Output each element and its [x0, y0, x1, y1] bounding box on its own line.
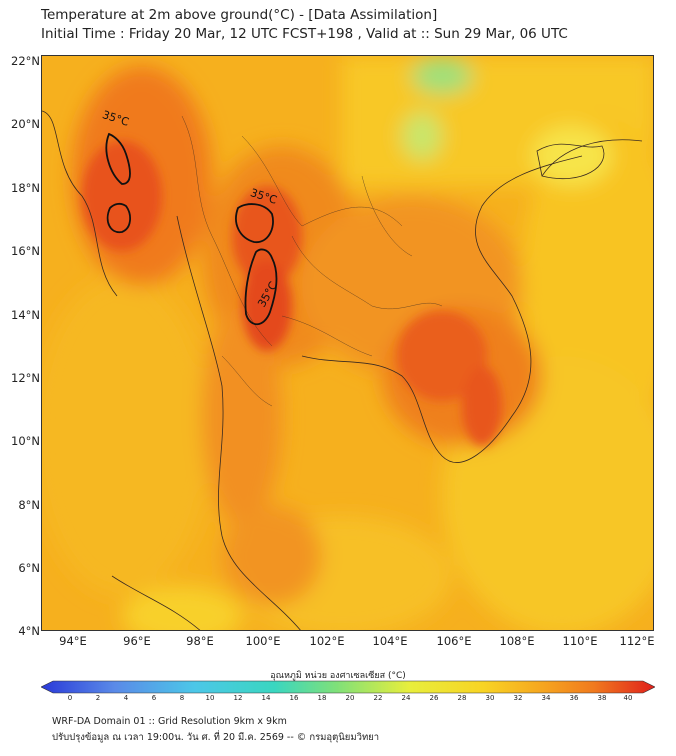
- lat-tick: 4°N: [18, 624, 40, 638]
- lat-tick: 16°N: [11, 244, 40, 258]
- coastlines: [42, 110, 643, 630]
- lon-tick: 110°E: [562, 634, 598, 648]
- title-line-2: Initial Time : Friday 20 Mar, 12 UTC FCS…: [41, 26, 568, 42]
- colorbar-tick: 30: [485, 694, 495, 702]
- footer-line-1: WRF-DA Domain 01 :: Grid Resolution 9km …: [52, 716, 287, 727]
- colorbar-title: อุณหภูมิ หน่วย องศาเซลเซียส (°C): [270, 671, 406, 681]
- lat-tick: 8°N: [18, 498, 40, 512]
- hot-cores: [82, 141, 502, 446]
- lat-tick: 10°N: [11, 434, 40, 448]
- colorbar-tick: 32: [513, 694, 523, 702]
- contour-burma: [106, 202, 131, 233]
- colorbar-tick: 18: [317, 694, 327, 702]
- temperature-map: 35°C 35°C 35°C: [41, 55, 654, 631]
- lon-tick: 106°E: [436, 634, 472, 648]
- lon-tick: 96°E: [123, 634, 151, 648]
- lat-tick: 20°N: [11, 117, 40, 131]
- colorbar-tick: 8: [179, 694, 185, 702]
- colorbar-tick: 34: [541, 694, 551, 702]
- contours-35c: [105, 132, 278, 326]
- contour-tak: [235, 203, 274, 243]
- temperature-field: [42, 56, 653, 630]
- footer-line-2: ปรับปรุงข้อมูล ณ เวลา 19:00น. วัน ศ. ที่…: [52, 732, 380, 743]
- lat-tick: 22°N: [11, 54, 40, 68]
- contour-north: [105, 132, 131, 185]
- colorbar-tick: 0: [67, 694, 73, 702]
- contour-central: [244, 248, 278, 326]
- colorbar-tick: 10: [205, 694, 215, 702]
- map-canvas: [42, 56, 653, 630]
- lon-tick: 104°E: [372, 634, 408, 648]
- lon-tick: 98°E: [186, 634, 214, 648]
- colorbar-tick: 36: [569, 694, 579, 702]
- lat-tick: 12°N: [11, 371, 40, 385]
- title-line-1: Temperature at 2m above ground(°C) - [Da…: [41, 7, 438, 23]
- colorbar-tick: 40: [623, 694, 633, 702]
- lon-tick: 112°E: [619, 634, 655, 648]
- lat-tick: 14°N: [11, 308, 40, 322]
- colorbar-tick: 22: [373, 694, 383, 702]
- colorbar: [41, 680, 655, 694]
- colorbar-tick: 12: [233, 694, 243, 702]
- lon-tick: 100°E: [245, 634, 281, 648]
- colorbar-tick: 14: [261, 694, 271, 702]
- lon-tick: 102°E: [309, 634, 345, 648]
- lat-tick: 6°N: [18, 561, 40, 575]
- colorbar-tick: 4: [123, 694, 129, 702]
- colorbar-tick: 2: [95, 694, 101, 702]
- admin-borders: [181, 115, 443, 407]
- colorbar-tick: 26: [429, 694, 439, 702]
- colorbar-tick: 28: [457, 694, 467, 702]
- lat-tick: 18°N: [11, 181, 40, 195]
- map-title: Temperature at 2m above ground(°C) - [Da…: [41, 6, 568, 44]
- colorbar-tick: 16: [289, 694, 299, 702]
- colorbar-tick: 20: [345, 694, 355, 702]
- colorbar-tick: 24: [401, 694, 411, 702]
- colorbar-tick: 6: [151, 694, 157, 702]
- lon-tick: 108°E: [499, 634, 535, 648]
- lon-tick: 94°E: [59, 634, 87, 648]
- colorbar-tick: 38: [597, 694, 607, 702]
